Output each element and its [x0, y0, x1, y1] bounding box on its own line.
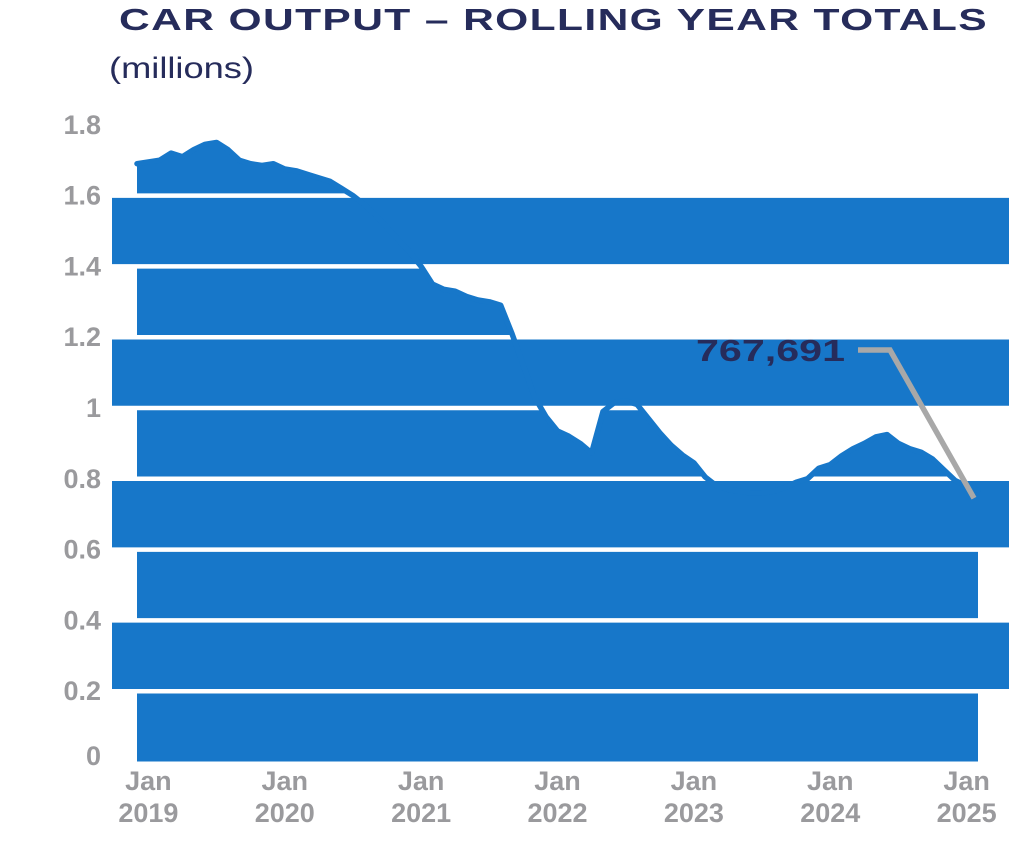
x-tick-label-month: Jan	[807, 766, 854, 796]
y-tick-label: 0.4	[63, 605, 101, 635]
x-tick-label-year: 2020	[255, 798, 315, 828]
plot-area: 1.81.61.41.210.80.60.40.20Jan2019Jan2020…	[63, 110, 1009, 828]
x-tick-label-month: Jan	[534, 766, 581, 796]
area-fill	[137, 142, 978, 765]
chart-subtitle: (millions)	[109, 52, 254, 85]
y-tick-label: 1	[86, 393, 101, 423]
y-tick-label: 0.6	[63, 535, 101, 565]
x-tick-label-month: Jan	[125, 766, 172, 796]
x-tick-label-year: 2021	[391, 798, 451, 828]
y-tick-label: 0.2	[63, 676, 101, 706]
annotation-callout-line	[858, 347, 977, 500]
y-tick-label: 1.8	[63, 110, 101, 140]
x-tick-label-month: Jan	[943, 766, 990, 796]
x-tick-label-year: 2024	[800, 798, 860, 828]
page-title: CAR OUTPUT – ROLLING YEAR TOTALS	[119, 2, 988, 37]
x-tick-label-year: 2025	[937, 798, 997, 828]
data-curve	[134, 139, 981, 496]
x-tick-label-year: 2022	[527, 798, 587, 828]
y-tick-label: 1.2	[63, 322, 101, 352]
x-tick-label-month: Jan	[671, 766, 718, 796]
y-tick-label: 1.6	[63, 181, 101, 211]
x-tick-label-month: Jan	[261, 766, 308, 796]
y-tick-label: 0.8	[63, 464, 101, 494]
x-tick-label-year: 2019	[118, 798, 178, 828]
x-tick-label-year: 2023	[664, 798, 724, 828]
annotation-value-label: 767,691	[696, 333, 845, 368]
y-tick-label: 1.4	[63, 251, 101, 281]
y-tick-label: 0	[86, 741, 101, 771]
x-tick-label-month: Jan	[398, 766, 445, 796]
